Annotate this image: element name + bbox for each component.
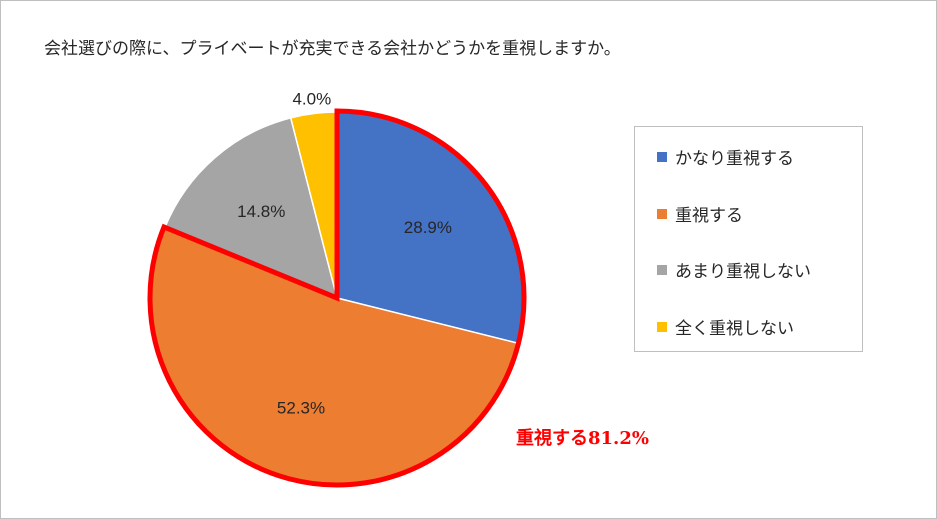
highlight-annotation: 重視する81.2% — [516, 428, 649, 449]
data-label: 4.0% — [292, 90, 331, 109]
legend-label: 重視する — [675, 206, 743, 226]
legend-swatch — [657, 151, 667, 162]
legend-label: あまり重視しない — [675, 262, 811, 282]
data-label: 52.3% — [277, 399, 325, 418]
legend-swatch — [657, 321, 667, 332]
legend-item: かなり重視する — [657, 144, 794, 169]
legend-swatch — [657, 264, 667, 275]
legend-item: 全く重視しない — [657, 314, 794, 339]
legend-item: 重視する — [657, 201, 743, 226]
pie-slice-2 — [163, 116, 339, 300]
legend-label: かなり重視する — [675, 149, 794, 169]
legend-item: あまり重視しない — [657, 257, 811, 282]
data-label: 28.9% — [404, 218, 452, 237]
legend-swatch — [657, 208, 667, 219]
highlight-outline — [147, 108, 527, 488]
chart-title: 会社選びの際に、プライベートが充実できる会社かどうかを重視しますか。 — [44, 39, 621, 59]
legend-label: 全く重視しない — [675, 319, 794, 339]
data-label: 14.8% — [237, 202, 285, 221]
legend: かなり重視する 重視する あまり重視しない 全く重視しない — [634, 126, 863, 352]
